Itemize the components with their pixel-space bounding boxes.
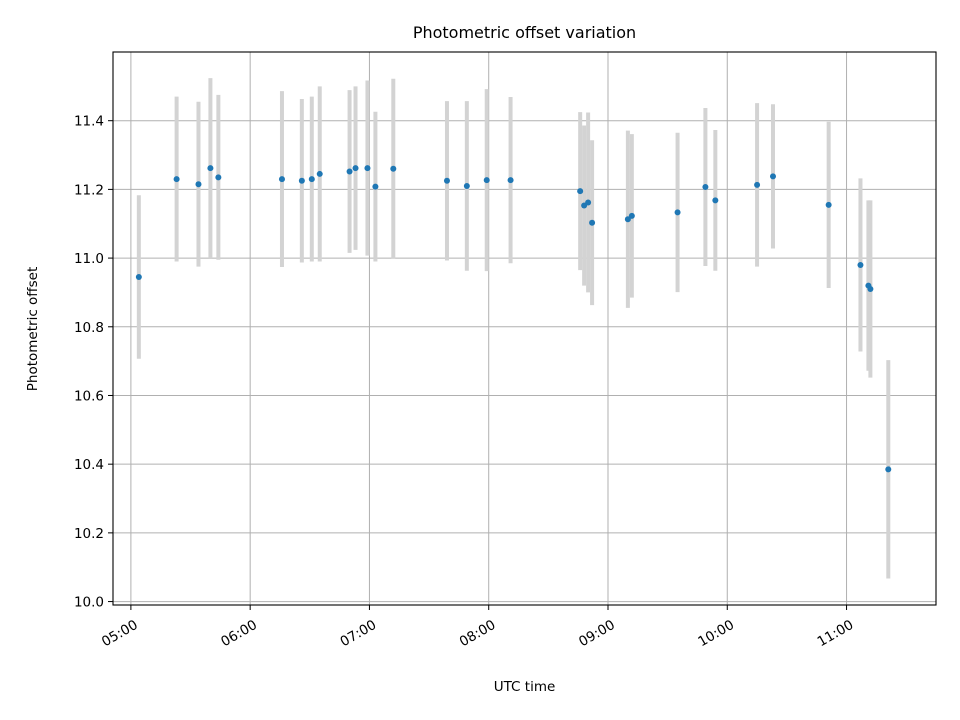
y-tick-label: 11.0 xyxy=(74,251,104,267)
data-point xyxy=(316,170,323,177)
chart-title: Photometric offset variation xyxy=(413,23,636,42)
grid xyxy=(113,52,936,605)
data-point xyxy=(577,188,584,195)
data-point xyxy=(207,165,214,172)
data-point xyxy=(507,177,514,184)
data-point xyxy=(674,209,681,216)
data-point xyxy=(754,181,761,188)
data-point xyxy=(346,168,353,175)
data-point xyxy=(173,176,180,183)
y-tick-label: 11.2 xyxy=(74,182,104,198)
data-point xyxy=(589,219,596,226)
data-point xyxy=(624,216,631,223)
data-point xyxy=(769,173,776,180)
y-tick-label: 10.2 xyxy=(74,526,104,542)
y-tick-label: 11.4 xyxy=(74,114,104,130)
y-tick-label: 10.6 xyxy=(74,388,104,404)
data-point xyxy=(308,176,315,183)
data-point xyxy=(352,165,359,172)
data-point xyxy=(364,165,371,172)
data-point xyxy=(215,174,222,181)
data-point xyxy=(825,201,832,208)
y-axis-label: Photometric offset xyxy=(25,267,41,391)
data-point xyxy=(372,183,379,190)
data-point xyxy=(585,199,592,206)
data-point xyxy=(390,165,397,172)
data-point xyxy=(628,212,635,219)
y-tick-label: 10.8 xyxy=(74,320,104,336)
data-point xyxy=(298,177,305,184)
data-point xyxy=(463,182,470,189)
data-points xyxy=(135,165,892,473)
x-axis-label: UTC time xyxy=(494,679,556,695)
data-point xyxy=(712,197,719,204)
y-axis: 10.0 10.2 10.4 10.6 10.8 11.0 11.2 11.4 xyxy=(74,114,113,611)
y-tick-label: 10.4 xyxy=(74,457,104,473)
data-point xyxy=(857,261,864,268)
data-point xyxy=(702,183,709,190)
plot-frame xyxy=(112,51,937,606)
data-point xyxy=(135,273,142,280)
data-point xyxy=(867,286,874,292)
data-point xyxy=(483,177,490,184)
y-tick-label: 10.0 xyxy=(74,595,104,611)
data-point xyxy=(443,177,450,184)
data-point xyxy=(885,466,892,473)
data-point xyxy=(278,176,285,183)
data-point xyxy=(195,181,202,188)
